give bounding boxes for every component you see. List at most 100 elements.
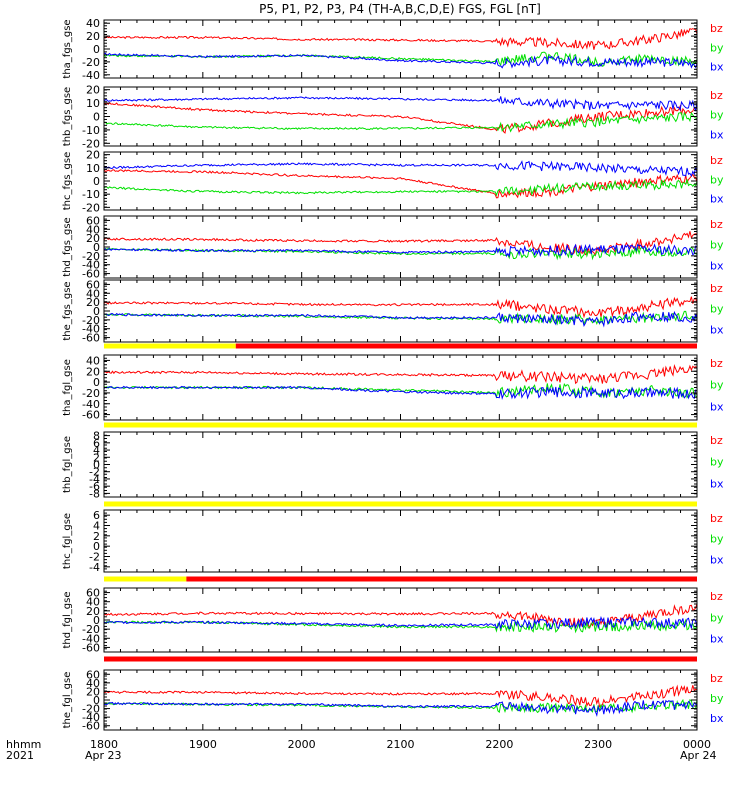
legend-bx: bx <box>710 477 724 490</box>
legend-bx: bx <box>710 712 724 725</box>
y-tick-label: -20 <box>82 703 100 716</box>
x-tick-label: 2300 <box>584 738 612 751</box>
series-bx-thd_fgs_gse <box>103 243 698 258</box>
legend-bx: bx <box>710 61 724 74</box>
legend-by: by <box>710 109 724 122</box>
y-tick-label: -40 <box>82 69 100 82</box>
y-tick-label: -60 <box>82 409 100 422</box>
legend-by: by <box>710 41 724 54</box>
y-tick-label: 60 <box>86 668 100 681</box>
legend-bz: bz <box>710 512 723 525</box>
legend-by: by <box>710 379 724 392</box>
y-axis-label: tha_fgl_gse <box>62 359 73 416</box>
y-tick-label: 10 <box>86 162 100 175</box>
y-tick-label: 2 <box>93 451 100 464</box>
y-tick-label: -40 <box>82 323 100 336</box>
y-tick-label: -20 <box>82 137 100 150</box>
y-axis-label: thd_fgs_gse <box>62 217 73 276</box>
y-tick-label: -40 <box>82 632 100 645</box>
corner-label-year: 2021 <box>6 749 34 762</box>
y-tick-label: 20 <box>86 296 100 309</box>
series-bz-tha_fgs_gse <box>103 28 698 50</box>
y-tick-label: 6 <box>93 509 100 522</box>
legend: bz by bx <box>710 282 724 336</box>
series-bz-tha_fgl_gse <box>103 363 698 385</box>
legend-bx: bx <box>710 400 724 413</box>
y-tick-label: 40 <box>86 223 100 236</box>
y-tick-label: -10 <box>82 124 100 137</box>
y-tick-label: -8 <box>89 487 100 500</box>
y-tick-label: -40 <box>82 711 100 724</box>
y-tick-label: -4 <box>89 473 100 486</box>
y-tick-label: 0 <box>93 614 100 627</box>
series-bz-the_fgl_gse <box>104 684 698 708</box>
panel-frame <box>103 279 698 343</box>
x-tick-label: 1800 <box>90 738 118 751</box>
y-tick-label: -60 <box>82 268 100 281</box>
y-tick-label: 20 <box>86 30 100 43</box>
x-tick-label: 2000 <box>288 738 316 751</box>
y-tick-label: 40 <box>86 287 100 300</box>
x-tick-label: 2200 <box>485 738 513 751</box>
legend: bz by bx <box>710 218 724 272</box>
y-tick-label: -2 <box>89 551 100 564</box>
series-bz-thd_fgs_gse <box>103 231 698 257</box>
series-bx-the_fgl_gse <box>103 699 698 718</box>
legend: bz by bx <box>710 434 724 490</box>
x-tick-label: 0000 <box>683 738 711 751</box>
y-tick-label: 8 <box>93 430 100 443</box>
flag-bar-red <box>104 656 697 662</box>
y-tick-label: 4 <box>93 444 100 457</box>
legend: bz by bx <box>710 154 724 206</box>
legend-bz: bz <box>710 22 723 35</box>
series-bz-thd_fgl_gse <box>103 603 698 630</box>
legend-by: by <box>710 173 724 186</box>
y-tick-label: -20 <box>82 314 100 327</box>
y-axis-label: thb_fgl_gse <box>62 436 73 493</box>
panel-frame <box>103 151 698 211</box>
y-tick-label: -20 <box>82 56 100 69</box>
y-tick-label: 40 <box>86 354 100 367</box>
legend-bz: bz <box>710 590 723 603</box>
series-bx-thc_fgs_gse <box>103 160 698 178</box>
panel-frame <box>103 19 698 79</box>
date-label-start: Apr 23 <box>85 749 122 762</box>
legend: bz by bx <box>710 357 724 413</box>
panel-frame <box>103 215 698 279</box>
y-tick-label: -6 <box>89 480 100 493</box>
flag-bar-red <box>186 576 697 582</box>
y-tick-label: 20 <box>86 149 100 162</box>
y-tick-label: 40 <box>86 17 100 30</box>
y-axis-label: the_fgs_gse <box>62 281 73 340</box>
legend-by: by <box>710 303 724 316</box>
legend-bz: bz <box>710 672 723 685</box>
figure-title: P5, P1, P2, P3, P4 (TH-A,B,C,D,E) FGS, F… <box>259 2 541 16</box>
x-tick-label: 2100 <box>387 738 415 751</box>
y-tick-label: 20 <box>86 84 100 97</box>
series-by-thb_fgs_gse <box>103 111 698 133</box>
legend-bz: bz <box>710 282 723 295</box>
y-tick-label: -20 <box>82 387 100 400</box>
y-tick-label: -2 <box>89 466 100 479</box>
series-by-thd_fgs_gse <box>103 246 698 261</box>
y-tick-label: 0 <box>93 305 100 318</box>
legend-by: by <box>710 611 724 624</box>
x-tick-label: 1900 <box>189 738 217 751</box>
y-tick-label: -4 <box>89 561 100 574</box>
legend-bx: bx <box>710 323 724 336</box>
y-tick-label: 2 <box>93 530 100 543</box>
legend: bz by bx <box>710 89 724 141</box>
x-axis: hhmm 2021 Apr 23 Apr 24 1800 1900 2000 2100… <box>6 738 717 762</box>
y-tick-label: 0 <box>93 459 100 472</box>
y-axis-label: thc_fgs_gse <box>62 152 73 211</box>
y-tick-label: 4 <box>93 520 100 533</box>
y-tick-label: 20 <box>86 365 100 378</box>
y-tick-label: 0 <box>93 111 100 124</box>
